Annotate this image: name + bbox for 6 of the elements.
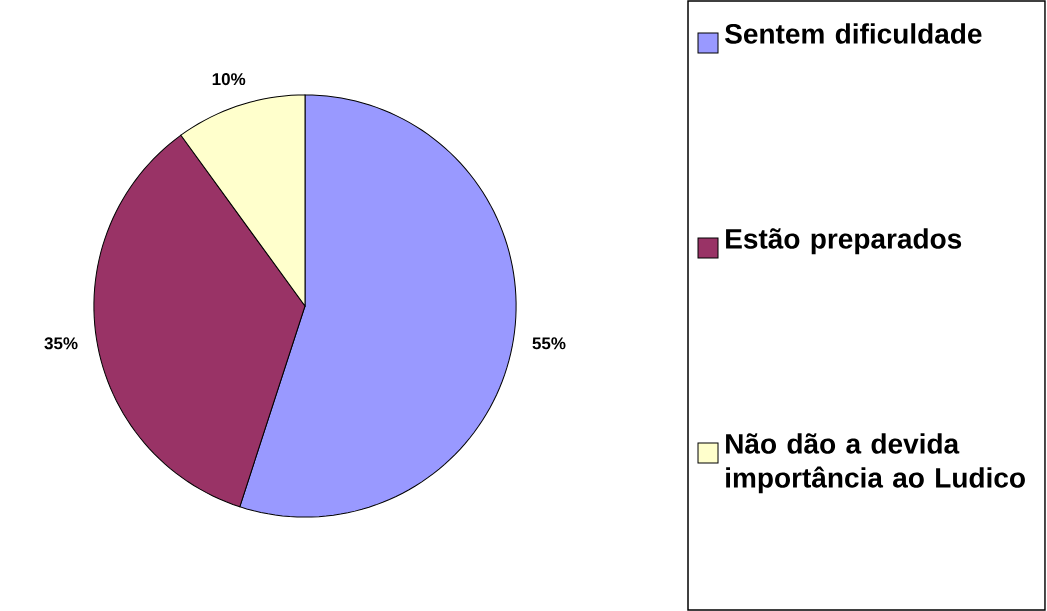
data-label: 10% <box>212 73 246 86</box>
legend-label: Estão preparados <box>726 228 962 255</box>
data-label: 55% <box>532 337 566 350</box>
data-label: 35% <box>44 337 78 350</box>
legend-label: Não dão a devida importância ao Ludico <box>726 433 1025 494</box>
legend-label: Sentem dificuldade <box>725 23 982 44</box>
